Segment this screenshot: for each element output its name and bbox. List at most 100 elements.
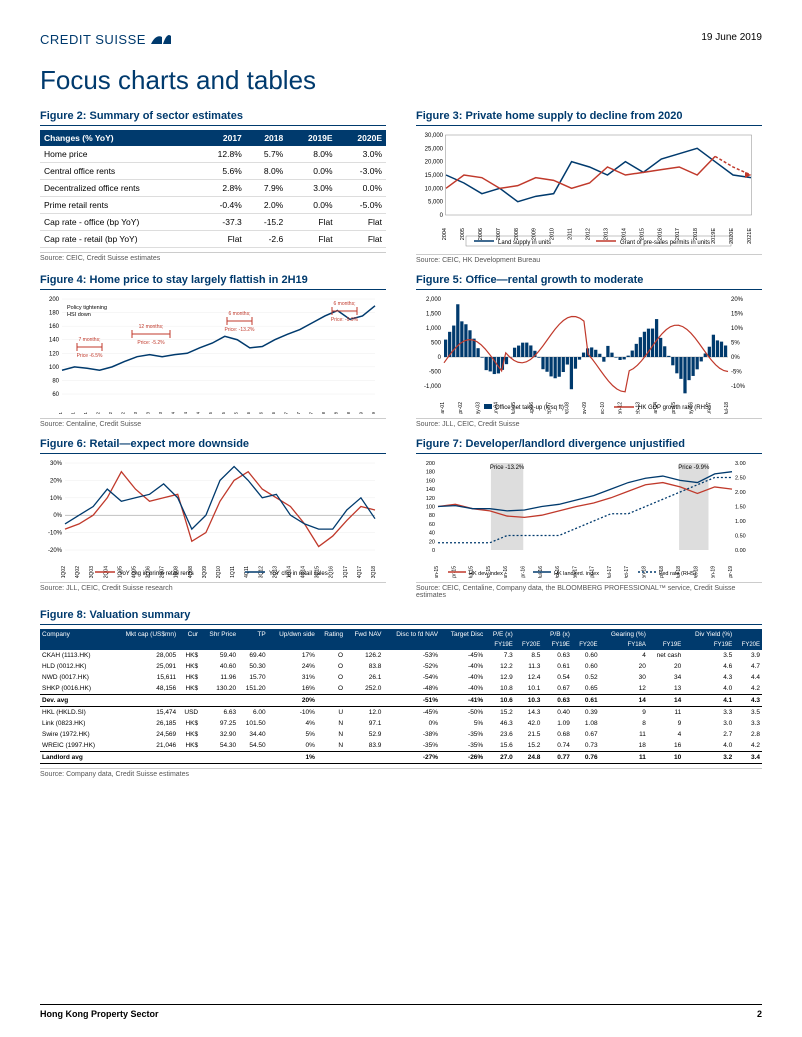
svg-text:60: 60 xyxy=(52,392,59,398)
svg-text:Jan-11: Jan-11 xyxy=(58,412,63,414)
svg-text:-500: -500 xyxy=(429,370,442,376)
svg-text:4Q02: 4Q02 xyxy=(75,566,81,578)
svg-text:20: 20 xyxy=(429,539,435,545)
page-title: Focus charts and tables xyxy=(40,65,762,96)
svg-text:Fed rate (RHS): Fed rate (RHS) xyxy=(659,571,696,577)
svg-text:20,000: 20,000 xyxy=(425,160,444,166)
svg-text:20%: 20% xyxy=(731,297,744,303)
svg-text:2.00: 2.00 xyxy=(735,490,746,496)
svg-text:140: 140 xyxy=(426,487,435,493)
svg-text:Sep-16: Sep-16 xyxy=(271,412,276,414)
svg-text:Oct-17: Oct-17 xyxy=(624,566,630,578)
figure-3: Figure 3: Private home supply to decline… xyxy=(416,110,762,264)
svg-text:2Q10: 2Q10 xyxy=(216,566,222,578)
svg-text:Jan-15: Jan-15 xyxy=(208,412,213,414)
svg-text:1.00: 1.00 xyxy=(735,519,746,525)
svg-text:80: 80 xyxy=(429,513,435,519)
svg-text:15%: 15% xyxy=(731,312,744,318)
svg-text:Price: -13.2%: Price: -13.2% xyxy=(224,327,255,333)
svg-text:2009: 2009 xyxy=(532,228,538,240)
svg-text:Sep-17: Sep-17 xyxy=(308,412,313,414)
svg-text:2.50: 2.50 xyxy=(735,476,746,482)
svg-text:200: 200 xyxy=(426,461,435,467)
fig8-title: Figure 8: Valuation summary xyxy=(40,609,762,625)
svg-text:-1,000: -1,000 xyxy=(424,384,442,390)
svg-text:2017: 2017 xyxy=(675,228,681,240)
svg-text:120: 120 xyxy=(426,496,435,502)
svg-text:Jan-14: Jan-14 xyxy=(171,412,176,414)
svg-text:Mar-01: Mar-01 xyxy=(440,402,446,414)
svg-text:60: 60 xyxy=(429,522,435,528)
figure-4: Figure 4: Home price to stay largely fla… xyxy=(40,274,386,428)
svg-text:0.50: 0.50 xyxy=(735,534,746,540)
svg-text:0: 0 xyxy=(438,355,442,361)
svg-text:HK landlord. index: HK landlord. index xyxy=(554,571,599,577)
svg-text:10%: 10% xyxy=(731,326,744,332)
fig3-chart: 30,00025,00020,00015,00010,0005,00002004… xyxy=(416,130,756,250)
svg-text:2007: 2007 xyxy=(496,228,502,240)
svg-text:May-13: May-13 xyxy=(146,412,151,414)
fig8-source: Source: Company data, Credit Suisse esti… xyxy=(40,768,762,778)
svg-text:Jul-18: Jul-18 xyxy=(724,402,730,414)
fig5-source: Source: JLL, CEIC, Credit Suisse xyxy=(416,418,762,428)
svg-text:Sep-18: Sep-18 xyxy=(346,412,351,414)
svg-text:5%: 5% xyxy=(731,341,740,347)
footer-left: Hong Kong Property Sector xyxy=(40,1009,159,1019)
svg-text:10%: 10% xyxy=(50,496,63,502)
svg-text:May-18: May-18 xyxy=(333,412,338,414)
svg-text:Dec-10: Dec-10 xyxy=(600,402,606,414)
svg-text:Jan-16: Jan-16 xyxy=(503,566,509,578)
svg-text:Nov-09: Nov-09 xyxy=(582,402,588,414)
fig3-title: Figure 3: Private home supply to decline… xyxy=(416,110,762,126)
svg-text:10,000: 10,000 xyxy=(425,186,444,192)
svg-text:30,000: 30,000 xyxy=(425,133,444,139)
svg-text:Apr-19: Apr-19 xyxy=(728,566,734,578)
svg-text:3.00: 3.00 xyxy=(735,461,746,467)
svg-text:2016: 2016 xyxy=(657,228,663,240)
svg-text:0: 0 xyxy=(440,213,444,219)
svg-text:Jan-12: Jan-12 xyxy=(96,412,101,414)
fig6-title: Figure 6: Retail—expect more downside xyxy=(40,438,386,454)
svg-text:6 months;: 6 months; xyxy=(334,301,356,307)
logo-sails-icon xyxy=(150,31,172,45)
svg-text:2011: 2011 xyxy=(568,228,574,240)
svg-text:2004: 2004 xyxy=(442,228,448,240)
svg-text:YoY chg in retail sales: YoY chg in retail sales xyxy=(269,571,328,577)
svg-text:Price: -5.2%: Price: -5.2% xyxy=(137,340,165,346)
svg-text:100: 100 xyxy=(426,505,435,511)
svg-text:Jan-19: Jan-19 xyxy=(711,566,717,578)
svg-text:Sep-12: Sep-12 xyxy=(121,412,126,414)
svg-text:3Q09: 3Q09 xyxy=(202,566,208,578)
svg-text:20%: 20% xyxy=(50,478,63,484)
svg-text:May-11: May-11 xyxy=(71,412,76,414)
svg-text:-10%: -10% xyxy=(731,384,746,390)
svg-text:0%: 0% xyxy=(53,513,62,519)
svg-text:May-15: May-15 xyxy=(221,412,226,414)
svg-text:Jan-13: Jan-13 xyxy=(133,412,138,414)
svg-text:3Q03: 3Q03 xyxy=(89,566,95,578)
svg-text:25,000: 25,000 xyxy=(425,146,444,152)
figure-7: Figure 7: Developer/landlord divergence … xyxy=(416,438,762,599)
svg-text:Jan-12: Jan-12 xyxy=(618,402,624,414)
logo-text: CREDIT SUISSE xyxy=(40,32,146,47)
svg-text:80: 80 xyxy=(52,378,59,384)
svg-text:2,000: 2,000 xyxy=(426,297,442,303)
svg-text:160: 160 xyxy=(426,478,435,484)
svg-text:May-14: May-14 xyxy=(183,412,188,414)
svg-text:100: 100 xyxy=(49,365,60,371)
svg-text:2012: 2012 xyxy=(586,228,592,240)
svg-text:40: 40 xyxy=(429,531,435,537)
svg-text:Jan-18: Jan-18 xyxy=(321,412,326,414)
svg-text:Land supply in units: Land supply in units xyxy=(498,240,551,246)
fig6-source: Source: JLL, CEIC, Credit Suisse researc… xyxy=(40,582,386,592)
svg-text:1,000: 1,000 xyxy=(426,326,442,332)
svg-text:2014: 2014 xyxy=(621,228,627,240)
svg-text:6 months;: 6 months; xyxy=(229,311,251,317)
svg-text:2018: 2018 xyxy=(693,228,699,240)
svg-text:Jan-16: Jan-16 xyxy=(246,412,251,414)
svg-text:15,000: 15,000 xyxy=(425,173,444,179)
footer-page: 2 xyxy=(757,1009,762,1019)
svg-text:Office net take-up (k sq ft): Office net take-up (k sq ft) xyxy=(495,405,564,411)
svg-text:May-17: May-17 xyxy=(296,412,301,414)
svg-text:Sep-15: Sep-15 xyxy=(233,412,238,414)
